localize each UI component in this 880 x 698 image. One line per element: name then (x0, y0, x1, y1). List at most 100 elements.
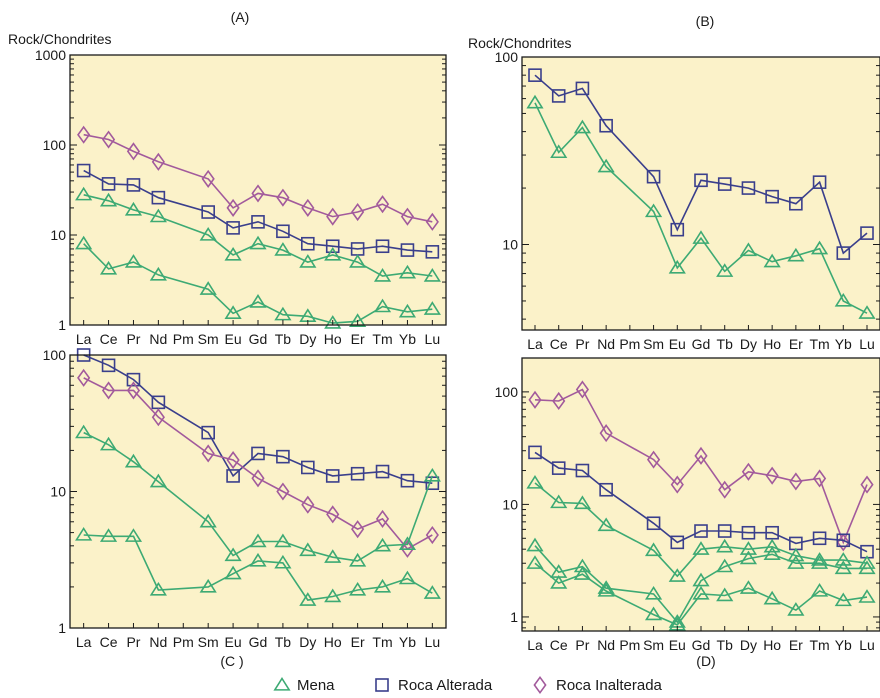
x-tick-label-tm: Tm (372, 331, 392, 347)
y-tick-label: 1 (58, 317, 66, 333)
data-point-tb (274, 242, 292, 256)
data-point-lu (423, 268, 441, 282)
x-tick-label-nd: Nd (149, 634, 167, 650)
x-tick-label-gd: Gd (692, 336, 711, 352)
y-axis-label: Rock/Chondrites (8, 31, 112, 47)
data-point-tm (810, 555, 829, 569)
data-point-nd (599, 424, 613, 443)
data-point-sm (646, 169, 661, 184)
plot-frame (69, 54, 447, 326)
data-point-tm (812, 175, 827, 189)
data-point-sm (199, 513, 217, 528)
data-point-tm (812, 531, 827, 546)
data-point-sm (199, 578, 217, 593)
x-tick-label-la: La (76, 634, 92, 650)
data-point-nd (151, 408, 165, 427)
x-tick-label-tb: Tb (717, 336, 734, 352)
series-mena (526, 474, 876, 582)
x-tick-label-lu: Lu (859, 336, 875, 352)
x-tick-label-gd: Gd (249, 331, 268, 347)
data-point-tm (375, 509, 390, 528)
data-point-er (787, 602, 805, 616)
data-point-eu (224, 565, 242, 580)
x-tick-label-pm: Pm (173, 331, 194, 347)
x-tick-label-tm: Tm (809, 637, 829, 653)
x-tick-label-pm: Pm (619, 336, 640, 352)
data-point-tb (274, 306, 292, 321)
series-mena (75, 186, 441, 282)
x-tick-label-pr: Pr (126, 331, 140, 347)
x-tick-label-la: La (527, 637, 543, 653)
data-point-er (351, 520, 365, 539)
data-point-la (76, 163, 91, 178)
data-point-er (349, 313, 367, 327)
data-point-tb (274, 554, 292, 569)
data-point-lu (425, 245, 440, 259)
data-point-pr (126, 381, 141, 400)
plot-area (70, 55, 446, 325)
data-point-lu (425, 525, 439, 545)
x-tick-label-dy: Dy (740, 336, 757, 352)
y-tick-label: 100 (495, 49, 519, 65)
series-roca-alterada (528, 445, 874, 559)
x-tick-label-sm: Sm (198, 634, 219, 650)
data-point-er (787, 547, 805, 562)
data-point-er (349, 581, 367, 596)
data-point-ce (551, 89, 566, 103)
data-point-gd (249, 533, 267, 548)
data-point-ho (326, 505, 340, 524)
square-marker-icon (375, 678, 389, 692)
x-tick-label-ho: Ho (324, 331, 342, 347)
data-point-yb (398, 303, 417, 318)
panel-label: (A) (231, 9, 250, 25)
data-point-dy (301, 495, 315, 514)
series-line (83, 431, 434, 562)
data-point-dy (301, 236, 315, 251)
x-tick-label-pm: Pm (173, 634, 194, 650)
y-axis-label: Rock/Chondrites (468, 35, 572, 51)
data-point-pr (126, 142, 141, 161)
data-point-lu (858, 555, 876, 569)
data-point-dy (741, 181, 756, 195)
x-tick-label-er: Er (351, 634, 365, 650)
data-point-eu (226, 450, 240, 470)
y-tick-label: 1 (58, 620, 66, 636)
plot-area (70, 355, 446, 628)
diamond-marker-icon (533, 675, 547, 695)
data-point-tm (810, 583, 829, 597)
x-tick-label-dy: Dy (740, 637, 757, 653)
data-point-yb (836, 533, 851, 548)
data-point-la (77, 368, 91, 387)
data-point-sm (644, 585, 663, 600)
y-tick-label: 10 (502, 237, 518, 253)
data-point-ce (552, 391, 566, 411)
data-point-gd (694, 446, 708, 465)
data-point-gd (694, 173, 708, 188)
y-tick-label: 100 (43, 137, 67, 153)
data-point-dy (741, 462, 756, 481)
data-point-tb (276, 449, 290, 464)
data-point-ce (99, 260, 118, 275)
x-tick-label-ce: Ce (550, 336, 568, 352)
x-tick-label-la: La (527, 336, 543, 352)
y-tick-label: 1 (510, 609, 518, 625)
data-point-tm (373, 537, 392, 552)
x-tick-label-lu: Lu (425, 634, 441, 650)
data-point-ho (326, 207, 340, 226)
data-point-eu (226, 198, 240, 217)
data-point-sm (644, 542, 663, 557)
data-point-yb (398, 264, 417, 279)
data-point-ho (325, 239, 340, 254)
data-point-sm (201, 425, 215, 440)
data-point-la (528, 445, 542, 460)
x-tick-label-tm: Tm (372, 634, 392, 650)
data-point-ho (765, 189, 779, 204)
y-tick-label: 10 (502, 496, 518, 512)
y-tick-label: 100 (43, 347, 67, 363)
series-layer (75, 125, 441, 329)
series-line (83, 169, 433, 253)
data-point-sm (644, 203, 663, 218)
legend-item-mena: Mena (273, 676, 335, 694)
x-tick-label-pr: Pr (575, 637, 589, 653)
